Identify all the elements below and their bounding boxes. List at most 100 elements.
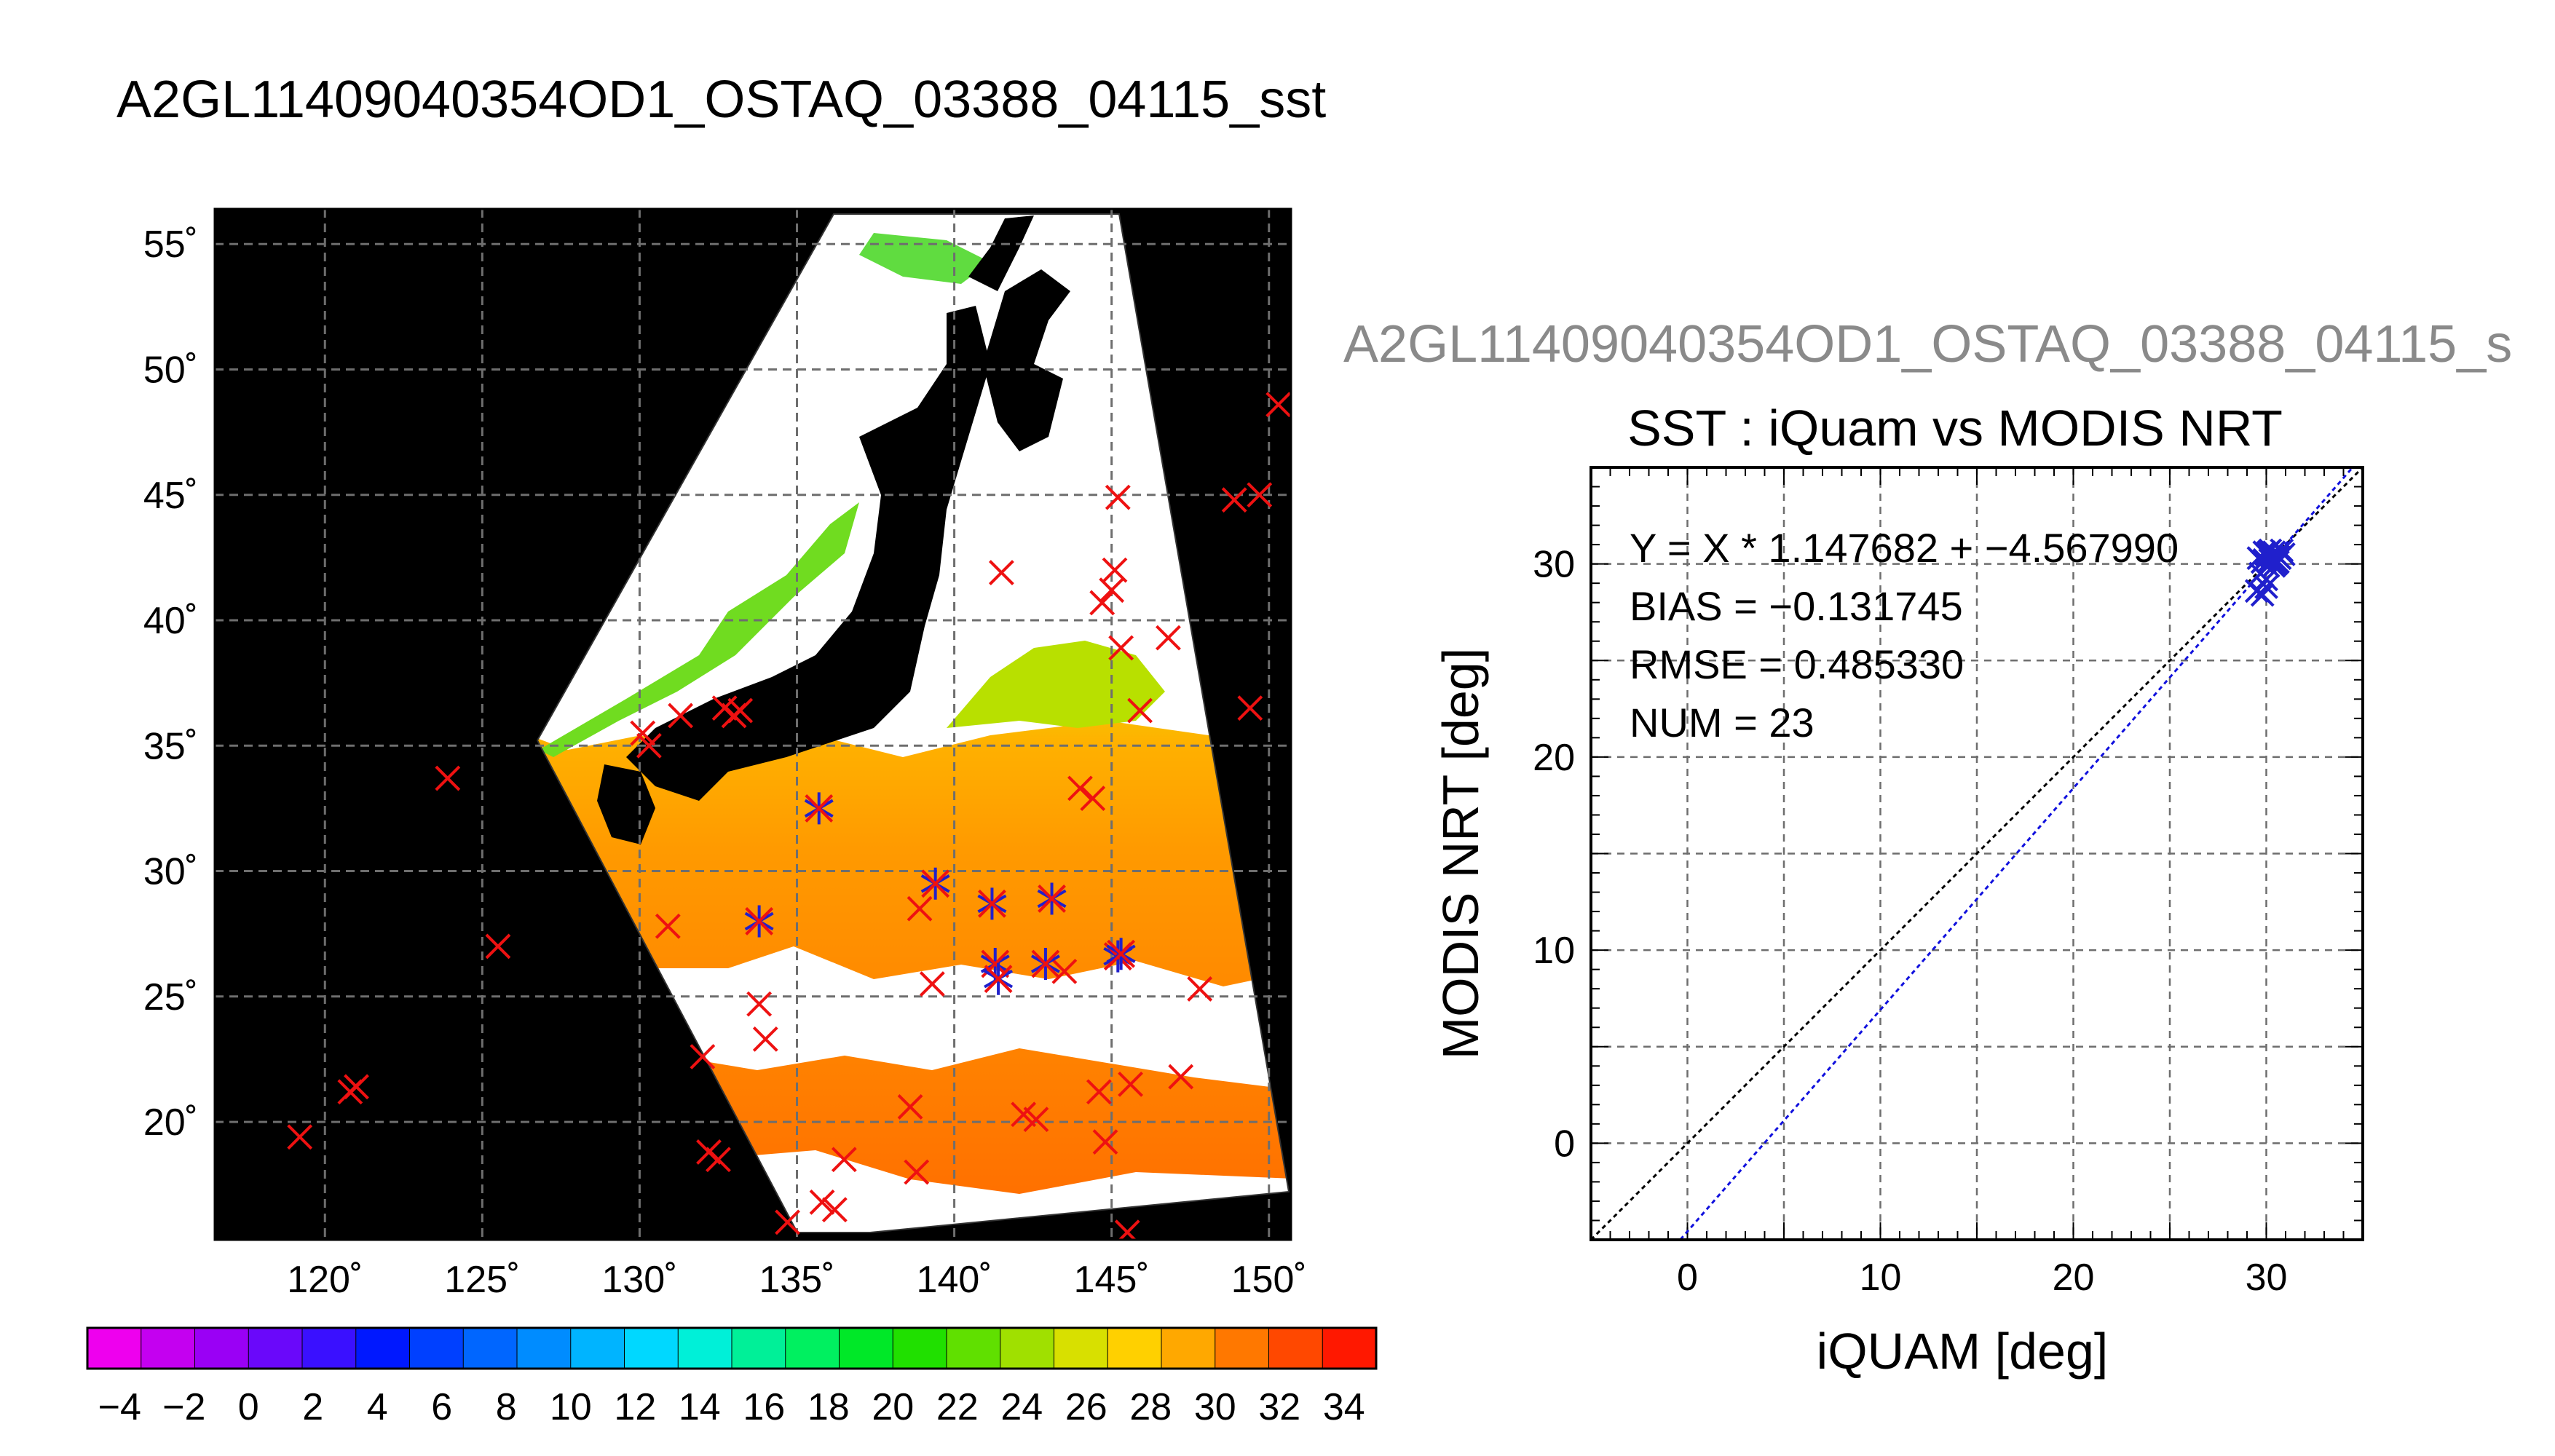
observation-marker — [1023, 1107, 1049, 1133]
observation-marker — [655, 913, 681, 939]
scatter-y-tick-label: 0 — [1554, 1123, 1575, 1165]
matched-observation-cross — [1107, 939, 1136, 968]
matched-observation-cross — [1031, 949, 1060, 978]
fit-statistics-line: NUM = 23 — [1630, 700, 1814, 745]
map-lat-tick-label: 30˚ — [143, 851, 198, 893]
observation-marker — [907, 895, 933, 922]
colorbar-tick-label: 10 — [550, 1386, 592, 1428]
scatter-points — [2244, 538, 2296, 607]
colorbar-tick-label: 32 — [1258, 1386, 1300, 1428]
colorbar-tick-label: 30 — [1194, 1386, 1236, 1428]
scatter-file-title: A2GL11409040354OD1_OSTAQ_03388_04115_s — [1343, 315, 2513, 373]
colorbar-tick-label: 24 — [1000, 1386, 1043, 1428]
observation-marker — [1168, 1064, 1194, 1090]
japan-hokkaido — [983, 269, 1070, 451]
observation-marker — [1114, 1219, 1140, 1240]
colorbar-tick-label: 16 — [743, 1386, 785, 1428]
observation-marker — [897, 1093, 923, 1120]
matched-observation-cross — [984, 965, 1013, 994]
scatter-x-tick-label: 10 — [1860, 1257, 1902, 1299]
scatter-x-tick-label: 30 — [2246, 1257, 2288, 1299]
fit-statistics-line: BIAS = −0.131745 — [1630, 583, 1963, 629]
sst-map-chart: 120˚ 125˚ 130˚ 135˚ 140˚ 145˚ 150˚ 20˚ 25˚ 30˚ 35˚… — [143, 207, 1307, 1301]
colorbar-tick-label: 34 — [1323, 1386, 1365, 1428]
scatter-point — [2252, 540, 2277, 565]
colorbar-segment — [1268, 1328, 1323, 1369]
scatter-y-tick-label: 30 — [1533, 544, 1575, 586]
kuroshio-sst — [947, 641, 1165, 728]
observation-markers — [287, 392, 1291, 1240]
colorbar-segment — [1215, 1328, 1269, 1369]
map-lon-tick-label: 145˚ — [1074, 1259, 1150, 1301]
scatter-x-tick-label: 20 — [2053, 1257, 2095, 1299]
scatter-y-tick-label: 10 — [1533, 930, 1575, 972]
japan-honshu — [626, 306, 990, 801]
sea-of-japan-sst — [539, 502, 859, 757]
matched-observation-cross — [745, 907, 774, 935]
colorbar-tick-label: 2 — [302, 1386, 323, 1428]
observation-marker — [809, 1189, 835, 1215]
observation-marker — [919, 971, 945, 997]
observation-marker — [1221, 487, 1247, 513]
observation-marker — [1127, 697, 1153, 724]
swath-outline — [536, 213, 1290, 1233]
map-lat-tick-label: 20˚ — [143, 1101, 198, 1144]
map-frame — [213, 207, 1292, 1241]
observation-marker — [752, 1026, 778, 1052]
colorbar-segment — [947, 1328, 1001, 1369]
colorbar-tick-label: 20 — [872, 1386, 914, 1428]
observation-marker — [775, 1209, 800, 1235]
observation-marker — [435, 765, 461, 791]
colorbar-tick-label: 4 — [367, 1386, 388, 1428]
observation-marker — [1265, 392, 1291, 418]
map-lat-tick-label: 35˚ — [143, 725, 198, 767]
colorbar-segment — [517, 1328, 572, 1369]
observation-marker — [1089, 590, 1115, 616]
map-lat-tick-label: 50˚ — [143, 349, 198, 391]
observation-marker — [1102, 557, 1128, 583]
observation-marker — [287, 1124, 313, 1150]
scatter-point — [2254, 575, 2278, 599]
regression-line — [1678, 467, 2355, 1240]
colorbar-segment — [785, 1328, 840, 1369]
scatter-y-tick-label: 20 — [1533, 737, 1575, 779]
map-lon-tick-label: 130˚ — [601, 1259, 677, 1301]
map-lon-tick-label: 135˚ — [759, 1259, 834, 1301]
japan-kyushu — [597, 764, 655, 844]
okhotsk-sst — [859, 233, 990, 284]
observation-marker — [668, 703, 694, 729]
observation-marker — [636, 732, 662, 759]
colorbar-segment — [893, 1328, 947, 1369]
colorbar-frame — [86, 1326, 1378, 1370]
observation-marker — [727, 697, 754, 724]
observation-marker — [746, 991, 773, 1017]
observation-marker — [904, 1159, 930, 1185]
colorbar-tick-label: −4 — [98, 1386, 141, 1428]
observation-marker — [630, 720, 656, 746]
cloud-band — [537, 946, 1289, 1092]
colorbar-segment — [1000, 1328, 1054, 1369]
colorbar-tick-label: 26 — [1065, 1386, 1107, 1428]
observation-marker — [1067, 775, 1093, 802]
observation-marker — [1080, 786, 1106, 812]
map-lon-tick-label: 140˚ — [917, 1259, 992, 1301]
colorbar-segment — [194, 1328, 249, 1369]
observation-marker — [1237, 695, 1263, 721]
map-lat-tick-label: 25˚ — [143, 976, 198, 1018]
observation-marker — [988, 560, 1014, 585]
colorbar-segment — [302, 1328, 357, 1369]
map-lon-tick-label: 125˚ — [444, 1259, 520, 1301]
colorbar-tick-label: 0 — [238, 1386, 259, 1428]
colorbar-segment — [463, 1328, 518, 1369]
colorbar-segment — [1054, 1328, 1108, 1369]
observation-marker — [1247, 482, 1273, 508]
scatter-x-axis-label: iQUAM [deg] — [1817, 1323, 2109, 1380]
observation-marker — [821, 1197, 848, 1223]
sakhalin — [968, 215, 1034, 291]
observation-marker — [1118, 1071, 1144, 1097]
colorbar-segment — [570, 1328, 625, 1369]
observation-marker — [831, 1147, 857, 1173]
matched-observation-cross — [921, 869, 950, 898]
scatter-point — [2250, 582, 2275, 607]
